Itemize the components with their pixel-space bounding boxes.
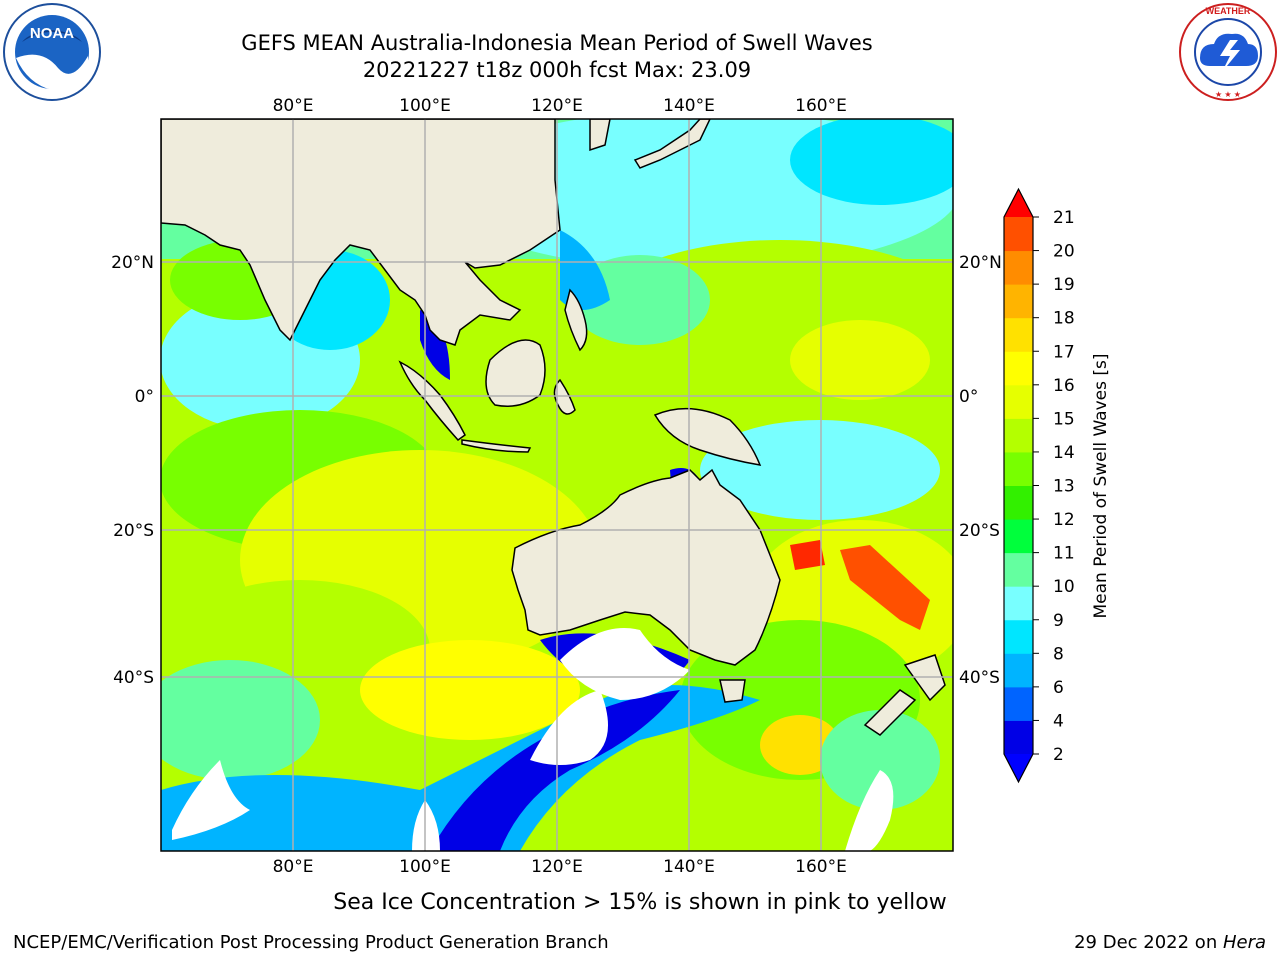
colorbar-segment bbox=[1004, 586, 1033, 621]
chart-subtitle: 20221227 t18z 000h fcst Max: 23.09 bbox=[362, 58, 752, 82]
svg-text:★ ★ ★: ★ ★ ★ bbox=[1215, 90, 1241, 99]
colorbar-segment bbox=[1004, 317, 1033, 352]
lon-tick-bottom: 140°E bbox=[663, 857, 715, 877]
colorbar-segment bbox=[1004, 552, 1033, 587]
colorbar-tick-label: 12 bbox=[1053, 510, 1075, 530]
footer-date-text: 29 Dec 2022 on bbox=[1074, 932, 1223, 953]
colorbar-tick-label: 2 bbox=[1053, 745, 1064, 765]
lat-tick-right: 20°S bbox=[959, 521, 1000, 541]
colorbar-segment bbox=[1004, 653, 1033, 688]
colorbar-tick-label: 15 bbox=[1053, 409, 1075, 429]
colorbar-tick-label: 10 bbox=[1053, 577, 1075, 597]
colorbar-tick-label: 17 bbox=[1053, 342, 1075, 362]
lon-tick-bottom: 160°E bbox=[795, 857, 847, 877]
footer-credit: NCEP/EMC/Verification Post Processing Pr… bbox=[13, 932, 609, 953]
colorbar-segment bbox=[1004, 619, 1033, 654]
lat-tick-left: 20°S bbox=[113, 521, 154, 541]
colorbar-tick-label: 21 bbox=[1053, 208, 1075, 228]
noaa-logo-text: NOAA bbox=[30, 25, 74, 42]
colorbar-segment bbox=[1004, 384, 1033, 419]
footer-host: Hera bbox=[1222, 932, 1266, 953]
colorbar-tick-label: 8 bbox=[1053, 644, 1064, 664]
lon-tick-bottom: 120°E bbox=[531, 857, 583, 877]
colorbar: 2 4 6 8 9 10 11 12 13 14 15 16 17 18 19 20 21 bbox=[1003, 187, 1075, 784]
colorbar-segment bbox=[1004, 250, 1033, 285]
lat-tick-right: 20°N bbox=[959, 253, 1002, 273]
colorbar-tick-label: 9 bbox=[1053, 611, 1064, 631]
land-masses bbox=[161, 119, 946, 736]
noaa-logo: NOAA bbox=[3, 3, 101, 101]
lat-tick-left: 40°S bbox=[113, 668, 154, 688]
colorbar-segment bbox=[1004, 284, 1033, 319]
lon-tick-top: 140°E bbox=[663, 96, 715, 116]
map-field bbox=[161, 119, 953, 851]
colorbar-segment bbox=[1004, 217, 1033, 252]
colorbar-tick-label: 18 bbox=[1053, 309, 1075, 329]
lon-tick-top: 120°E bbox=[531, 96, 583, 116]
colorbar-tick-label: 13 bbox=[1053, 477, 1075, 497]
lon-tick-top: 80°E bbox=[273, 96, 314, 116]
map-gridlines bbox=[161, 119, 953, 851]
colorbar-segment bbox=[1004, 418, 1033, 453]
lat-tick-right: 0° bbox=[959, 387, 978, 407]
colorbar-extend-min bbox=[1004, 754, 1033, 782]
colorbar-segment bbox=[1004, 519, 1033, 554]
colorbar-segment bbox=[1004, 451, 1033, 486]
lat-tick-right: 40°S bbox=[959, 668, 1000, 688]
colorbar-segment bbox=[1004, 720, 1033, 755]
lat-tick-left: 0° bbox=[135, 387, 154, 407]
colorbar-segment bbox=[1004, 686, 1033, 721]
colorbar-tick-label: 16 bbox=[1053, 376, 1075, 396]
colorbar-tick-label: 20 bbox=[1053, 242, 1075, 262]
nws-logo: WEATHER ★ ★ ★ bbox=[1179, 3, 1277, 101]
sea-ice-note: Sea Ice Concentration > 15% is shown in … bbox=[333, 890, 947, 915]
svg-text:WEATHER: WEATHER bbox=[1206, 6, 1251, 16]
colorbar-tick-label: 19 bbox=[1053, 275, 1075, 295]
colorbar-segment bbox=[1004, 485, 1033, 520]
colorbar-tick-label: 6 bbox=[1053, 678, 1064, 698]
colorbar-tick-label: 14 bbox=[1053, 443, 1075, 463]
lon-tick-top: 100°E bbox=[399, 96, 451, 116]
lon-tick-bottom: 80°E bbox=[273, 857, 314, 877]
lon-tick-bottom: 100°E bbox=[399, 857, 451, 877]
colorbar-tick-label: 11 bbox=[1053, 544, 1075, 564]
lon-tick-top: 160°E bbox=[795, 96, 847, 116]
lat-tick-left: 20°N bbox=[111, 253, 154, 273]
footer-date: 29 Dec 2022 on Hera bbox=[1074, 932, 1266, 953]
chart-title: GEFS MEAN Australia-Indonesia Mean Perio… bbox=[241, 31, 873, 55]
colorbar-segment bbox=[1004, 351, 1033, 386]
map-frame bbox=[160, 118, 954, 852]
colorbar-extend-max bbox=[1004, 189, 1033, 217]
colorbar-label: Mean Period of Swell Waves [s] bbox=[1091, 354, 1111, 619]
colorbar-tick-label: 4 bbox=[1053, 711, 1064, 731]
